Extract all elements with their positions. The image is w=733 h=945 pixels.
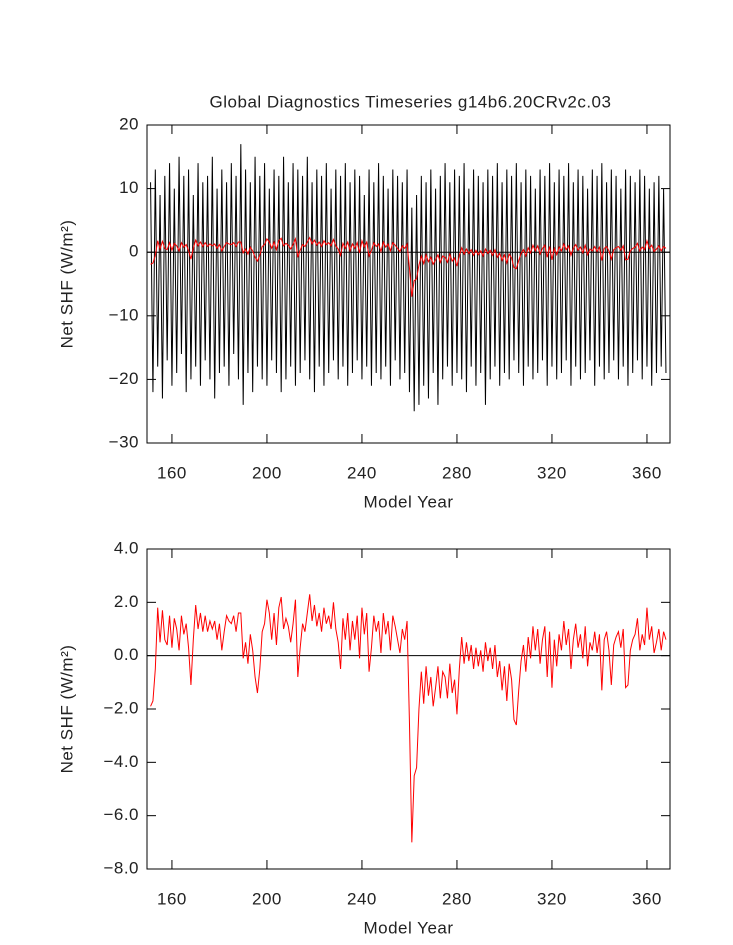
plot-frame (146, 548, 671, 870)
y-tick-label: 2.0 (114, 592, 139, 611)
y-tick-label: −10 (109, 305, 139, 324)
y-tick-label: −2.0 (103, 698, 139, 717)
y-tick-label: 0.0 (114, 645, 139, 664)
series-line (150, 144, 667, 412)
y-axis-label: Net SHF (W/m²) (57, 645, 76, 774)
plot-frame (146, 124, 671, 444)
x-tick-label: 360 (632, 463, 662, 482)
y-tick-label: −30 (109, 432, 139, 451)
series-line (150, 594, 667, 843)
x-axis-label: Model Year (363, 492, 453, 511)
x-tick-label: 320 (537, 463, 567, 482)
x-tick-label: 160 (157, 463, 187, 482)
y-tick-label: 10 (119, 178, 139, 197)
x-tick-label: 200 (252, 463, 282, 482)
x-tick-label: 240 (347, 889, 377, 908)
x-tick-label: 280 (442, 463, 472, 482)
x-tick-label: 240 (347, 463, 377, 482)
x-tick-label: 280 (442, 889, 472, 908)
y-tick-label: −20 (109, 369, 139, 388)
x-tick-label: 360 (632, 889, 662, 908)
y-tick-label: 20 (119, 114, 139, 133)
x-axis-label: Model Year (363, 918, 453, 937)
series-line (150, 236, 667, 297)
y-axis-label: Net SHF (W/m²) (57, 220, 76, 349)
chart-title: Global Diagnostics Timeseries g14b6.20CR… (210, 92, 612, 111)
y-tick-label: −8.0 (103, 858, 139, 877)
y-tick-label: 0 (129, 242, 139, 261)
x-tick-label: 200 (252, 889, 282, 908)
y-tick-label: 4.0 (114, 538, 139, 557)
y-tick-label: −6.0 (103, 805, 139, 824)
y-tick-label: −4.0 (103, 752, 139, 771)
x-tick-label: 160 (157, 889, 187, 908)
x-tick-label: 320 (537, 889, 567, 908)
